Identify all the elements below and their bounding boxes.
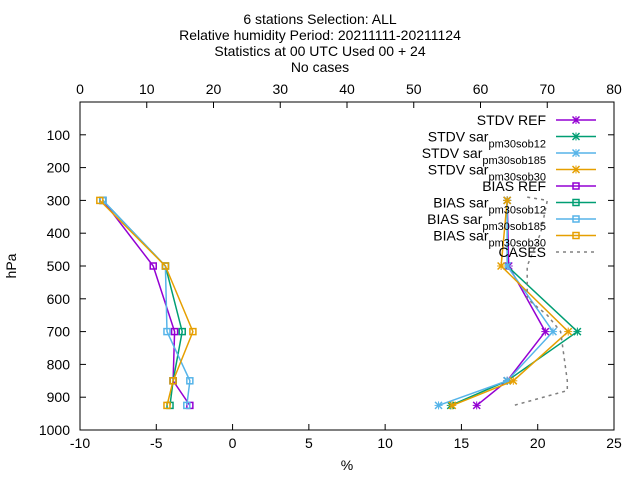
x-tick-label: 10 [377,435,393,451]
data-point [189,327,197,336]
data-point [169,377,177,385]
series-stdv-sar-pm30-sob30 [448,196,573,410]
title-line: Statistics at 00 UTC Used 00 + 24 [214,43,425,59]
legend-label: STDV sarpm30sob185 [422,145,546,167]
data-point [178,327,186,336]
x-tick-label: 0 [229,435,237,451]
legend-label: BIAS REF [482,178,546,194]
title-line: 6 stations Selection: ALL [243,11,397,27]
y-tick-label: 200 [47,160,71,176]
data-point [186,377,194,385]
x-axis-label: % [341,457,353,473]
y-tick-label: 800 [47,356,71,372]
y-tick-label: 500 [47,258,71,274]
x2-tick-label: 40 [339,81,355,97]
series-bias-sar-pm30-sob185 [99,196,194,410]
series-line [102,199,183,406]
x2-tick-label: 70 [539,81,555,97]
x2-tick-label: 60 [473,81,489,97]
x-tick-label: 15 [454,435,470,451]
data-point [161,262,170,270]
legend-label: STDV sarpm30sob30 [428,162,546,184]
series-layer [96,196,582,410]
y-tick-label: 900 [47,389,71,405]
x2-tick-label: 50 [406,81,422,97]
legend-label: STDV REF [477,112,546,128]
x-tick-label: 5 [305,435,313,451]
y-tick-label: 600 [47,291,71,307]
y-tick-label: 700 [47,324,71,340]
data-point [170,327,179,336]
plot-frame [79,101,615,431]
series-bias-sar-pm30-sob12 [99,196,186,410]
axis-ticks: -10 -5 0 5 10 15 20 25 0 10 20 30 40 50 60 70 80 100 200 30… [39,81,622,451]
data-point [183,401,191,410]
x-tick-label: 20 [530,435,546,451]
legend-label: CASES [499,244,546,260]
series-line [102,199,191,406]
data-point [163,327,171,336]
series-cases [513,196,569,407]
data-point [96,196,104,205]
x-tick-label: 25 [606,435,622,451]
series-line [513,196,569,407]
series-line [99,199,194,406]
series-line [102,199,191,406]
title-line: Relative humidity Period: 20211111-20211… [179,27,461,43]
x2-tick-label: 30 [272,81,288,97]
x-tick-label: -5 [150,435,163,451]
x2-tick-label: 10 [139,81,155,97]
x2-tick-label: 0 [76,81,84,97]
legend-label: BIAS sarpm30sob12 [433,195,546,217]
y-tick-label: 1000 [39,422,70,438]
y-tick-label: 300 [47,192,71,208]
legend-label: BIAS sarpm30sob185 [427,211,546,233]
data-point [149,262,157,270]
y-tick-label: 400 [47,225,71,241]
x-tick-label: -10 [70,435,90,451]
data-point [572,215,580,223]
y-axis-label: hPa [3,253,19,278]
legend-label: STDV sarpm30sob12 [428,129,546,151]
series-bias-sar-pm30-sob30 [96,196,197,410]
y-tick-label: 100 [47,127,71,143]
data-point [572,198,580,207]
title-line: No cases [291,59,349,75]
data-point [572,231,580,240]
data-point [572,182,580,190]
legend-label: BIAS sarpm30sob30 [433,228,546,250]
data-point [163,401,171,410]
series-bias-ref [99,196,194,410]
x2-tick-label: 80 [606,81,622,97]
x2-tick-label: 20 [206,81,222,97]
